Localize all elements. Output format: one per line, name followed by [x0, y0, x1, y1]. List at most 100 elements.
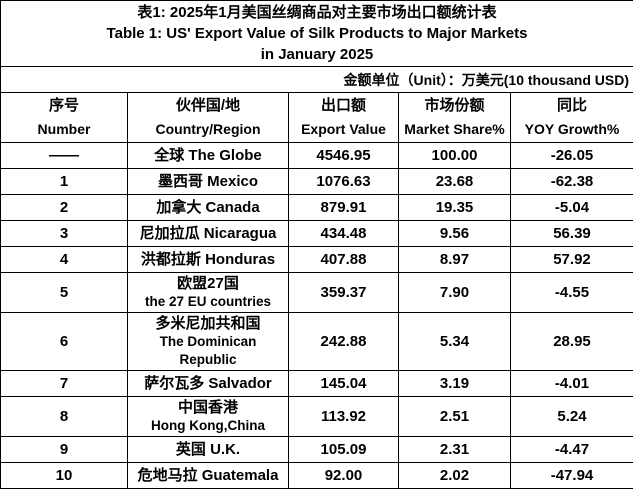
- country-name-line2: Hong Kong,China: [131, 417, 285, 435]
- country-name-line2: the 27 EU countries: [131, 293, 285, 311]
- cell-export-value: 145.04: [289, 371, 399, 397]
- country-name-line1: 多米尼加共和国: [131, 314, 285, 333]
- cell-export-value: 4546.95: [289, 143, 399, 169]
- title-row: 表1: 2025年1月美国丝绸商品对主要市场出口额统计表 Table 1: US…: [1, 1, 633, 67]
- cell-yoy-growth: -4.47: [511, 437, 633, 463]
- column-header-zh: 市场份额: [402, 94, 507, 118]
- column-header-zh: 同比: [514, 94, 630, 118]
- cell-yoy-growth: -26.05: [511, 143, 633, 169]
- cell-export-value: 434.48: [289, 221, 399, 247]
- cell-yoy-growth: 56.39: [511, 221, 633, 247]
- column-header-en: Country/Region: [131, 118, 285, 141]
- cell-yoy-growth: -4.01: [511, 371, 633, 397]
- country-name-line1: 加拿大 Canada: [131, 198, 285, 217]
- column-header-en: Market Share%: [402, 118, 507, 141]
- column-header-zh: 伙伴国/地: [131, 94, 285, 118]
- cell-export-value: 92.00: [289, 463, 399, 489]
- cell-export-value: 1076.63: [289, 169, 399, 195]
- cell-yoy-growth: -4.55: [511, 273, 633, 313]
- column-header-en: YOY Growth%: [514, 118, 630, 141]
- cell-market-share: 8.97: [399, 247, 511, 273]
- cell-number: 9: [1, 437, 128, 463]
- cell-number: 4: [1, 247, 128, 273]
- cell-country: 全球 The Globe: [128, 143, 289, 169]
- cell-market-share: 7.90: [399, 273, 511, 313]
- cell-number: 2: [1, 195, 128, 221]
- country-name-line1: 洪都拉斯 Honduras: [131, 250, 285, 269]
- cell-export-value: 242.88: [289, 313, 399, 371]
- cell-market-share: 23.68: [399, 169, 511, 195]
- column-header-zh: 出口额: [292, 94, 395, 118]
- cell-number: 3: [1, 221, 128, 247]
- table-title-en: Table 1: US' Export Value of Silk Produc…: [4, 23, 630, 44]
- cell-export-value: 879.91: [289, 195, 399, 221]
- unit-row: 金额单位（Unit）：万美元(10 thousand USD): [1, 67, 633, 93]
- cell-number: 8: [1, 397, 128, 437]
- cell-yoy-growth: -5.04: [511, 195, 633, 221]
- cell-market-share: 3.19: [399, 371, 511, 397]
- cell-number: 6: [1, 313, 128, 371]
- cell-market-share: 2.02: [399, 463, 511, 489]
- cell-export-value: 407.88: [289, 247, 399, 273]
- country-name-line1: 英国 U.K.: [131, 440, 285, 459]
- cell-yoy-growth: -62.38: [511, 169, 633, 195]
- cell-export-value: 105.09: [289, 437, 399, 463]
- cell-market-share: 2.31: [399, 437, 511, 463]
- cell-number: 7: [1, 371, 128, 397]
- cell-country: 萨尔瓦多 Salvador: [128, 371, 289, 397]
- cell-market-share: 19.35: [399, 195, 511, 221]
- unit-note: 金额单位（Unit）：万美元(10 thousand USD): [1, 67, 633, 93]
- cell-number: ——: [1, 143, 128, 169]
- cell-country: 危地马拉 Guatemala: [128, 463, 289, 489]
- cell-country: 洪都拉斯 Honduras: [128, 247, 289, 273]
- cell-market-share: 100.00: [399, 143, 511, 169]
- cell-number: 5: [1, 273, 128, 313]
- country-name-line1: 全球 The Globe: [131, 146, 285, 165]
- cell-country: 尼加拉瓜 Nicaragua: [128, 221, 289, 247]
- cell-market-share: 5.34: [399, 313, 511, 371]
- cell-yoy-growth: 57.92: [511, 247, 633, 273]
- cell-country: 墨西哥 Mexico: [128, 169, 289, 195]
- cell-number: 1: [1, 169, 128, 195]
- cell-export-value: 359.37: [289, 273, 399, 313]
- cell-yoy-growth: 28.95: [511, 313, 633, 371]
- country-name-line1: 墨西哥 Mexico: [131, 172, 285, 191]
- cell-yoy-growth: 5.24: [511, 397, 633, 437]
- country-name-line1: 欧盟27国: [131, 274, 285, 293]
- table-title: 表1: 2025年1月美国丝绸商品对主要市场出口额统计表 Table 1: US…: [1, 1, 633, 67]
- country-name-line1: 萨尔瓦多 Salvador: [131, 374, 285, 393]
- country-name-line2: The Dominican Republic: [131, 333, 285, 369]
- table-title-period: in January 2025: [4, 44, 630, 65]
- cell-country: 英国 U.K.: [128, 437, 289, 463]
- cell-market-share: 2.51: [399, 397, 511, 437]
- cell-number: 10: [1, 463, 128, 489]
- cell-market-share: 9.56: [399, 221, 511, 247]
- cell-export-value: 113.92: [289, 397, 399, 437]
- column-header-en: Export Value: [292, 118, 395, 141]
- country-name-line1: 危地马拉 Guatemala: [131, 466, 285, 485]
- country-name-line1: 中国香港: [131, 398, 285, 417]
- table-title-zh: 表1: 2025年1月美国丝绸商品对主要市场出口额统计表: [4, 2, 630, 23]
- cell-yoy-growth: -47.94: [511, 463, 633, 489]
